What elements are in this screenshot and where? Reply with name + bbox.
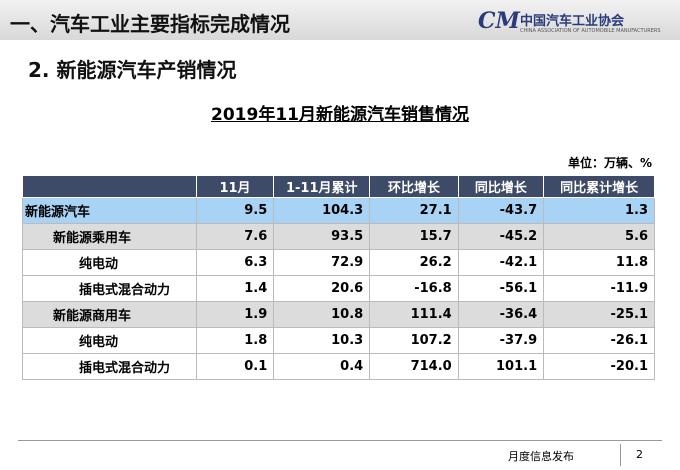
logo-icon: CM bbox=[478, 8, 520, 34]
row-label: 新能源乘用车 bbox=[22, 223, 197, 250]
logo-name: 中国汽车工业协会 bbox=[520, 14, 625, 29]
value-cell: 1.9 bbox=[195, 301, 275, 328]
row-label: 插电式混合动力 bbox=[22, 353, 197, 380]
value-cell: -20.1 bbox=[543, 353, 655, 380]
value-cell: -43.7 bbox=[457, 197, 545, 224]
table-row: 纯电动 6.3 72.9 26.2 -42.1 11.8 bbox=[22, 249, 655, 276]
value-cell: 1.8 bbox=[195, 327, 275, 354]
value-cell: 10.3 bbox=[273, 327, 371, 354]
value-cell: 714.0 bbox=[369, 353, 459, 380]
unit: 单位：万辆、% bbox=[567, 156, 652, 170]
table-row: 纯电动 1.8 10.3 107.2 -37.9 -26.1 bbox=[22, 327, 655, 354]
value-cell: 107.2 bbox=[369, 327, 459, 354]
value-cell: 0.1 bbox=[195, 353, 275, 380]
value-cell: 7.6 bbox=[195, 223, 275, 250]
header-cell: 同比累计增长 bbox=[543, 175, 655, 198]
section-title: 2. 新能源汽车产销情况 bbox=[28, 58, 237, 82]
value-cell: 27.1 bbox=[369, 197, 459, 224]
value-cell: -45.2 bbox=[457, 223, 545, 250]
value-cell: -11.9 bbox=[543, 275, 655, 302]
header-title: 一、汽车工业主要指标完成情况 bbox=[10, 12, 290, 36]
table-row: 新能源商用车 1.9 10.8 111.4 -36.4 -25.1 bbox=[22, 301, 655, 328]
value-cell: 1.3 bbox=[543, 197, 655, 224]
value-cell: -26.1 bbox=[543, 327, 655, 354]
header-cell: 1-11月累计 bbox=[273, 175, 371, 198]
value-cell: -16.8 bbox=[369, 275, 459, 302]
footer-separator bbox=[620, 444, 621, 466]
value-cell: 111.4 bbox=[369, 301, 459, 328]
header-cell bbox=[22, 175, 197, 198]
value-cell: 9.5 bbox=[195, 197, 275, 224]
value-cell: -56.1 bbox=[457, 275, 545, 302]
value-cell: 6.3 bbox=[195, 249, 275, 276]
header-band bbox=[0, 0, 680, 40]
row-label: 新能源汽车 bbox=[22, 197, 197, 224]
value-cell: -37.9 bbox=[457, 327, 545, 354]
value-cell: -25.1 bbox=[543, 301, 655, 328]
value-cell: 101.1 bbox=[457, 353, 545, 380]
value-cell: 15.7 bbox=[369, 223, 459, 250]
row-label: 插电式混合动力 bbox=[22, 275, 197, 302]
header-cell: 环比增长 bbox=[369, 175, 459, 198]
header-row: 11月 1-11月累计 环比增长 同比增长 同比累计增长 bbox=[22, 175, 655, 198]
logo-sub: CHINA ASSOCIATION OF AUTOMOBILE MANUFACT… bbox=[520, 28, 661, 34]
table: 11月 1-11月累计 环比增长 同比增长 同比累计增长 新能源汽车 9.5 104.3 27.… bbox=[22, 175, 655, 380]
value-cell: 10.8 bbox=[273, 301, 371, 328]
table-row: 新能源乘用车 7.6 93.5 15.7 -45.2 5.6 bbox=[22, 223, 655, 250]
row-label: 新能源商用车 bbox=[22, 301, 197, 328]
footer-line bbox=[18, 440, 662, 441]
header-cell: 同比增长 bbox=[457, 175, 545, 198]
table-row: 插电式混合动力 1.4 20.6 -16.8 -56.1 -11.9 bbox=[22, 275, 655, 302]
value-cell: 72.9 bbox=[273, 249, 371, 276]
value-cell: -42.1 bbox=[457, 249, 545, 276]
value-cell: 93.5 bbox=[273, 223, 371, 250]
value-cell: 26.2 bbox=[369, 249, 459, 276]
page-number: 2 bbox=[636, 448, 643, 461]
value-cell: 20.6 bbox=[273, 275, 371, 302]
value-cell: 11.8 bbox=[543, 249, 655, 276]
footer-label: 月度信息发布 bbox=[508, 450, 574, 463]
value-cell: 0.4 bbox=[273, 353, 371, 380]
row-label: 纯电动 bbox=[22, 249, 197, 276]
value-cell: 5.6 bbox=[543, 223, 655, 250]
value-cell: -36.4 bbox=[457, 301, 545, 328]
value-cell: 104.3 bbox=[273, 197, 371, 224]
table-title: 2019年11月新能源汽车销售情况 bbox=[211, 105, 469, 125]
table-row: 插电式混合动力 0.1 0.4 714.0 101.1 -20.1 bbox=[22, 353, 655, 380]
header-cell: 11月 bbox=[195, 175, 275, 198]
value-cell: 1.4 bbox=[195, 275, 275, 302]
row-label: 纯电动 bbox=[22, 327, 197, 354]
table-row: 新能源汽车 9.5 104.3 27.1 -43.7 1.3 bbox=[22, 197, 655, 224]
